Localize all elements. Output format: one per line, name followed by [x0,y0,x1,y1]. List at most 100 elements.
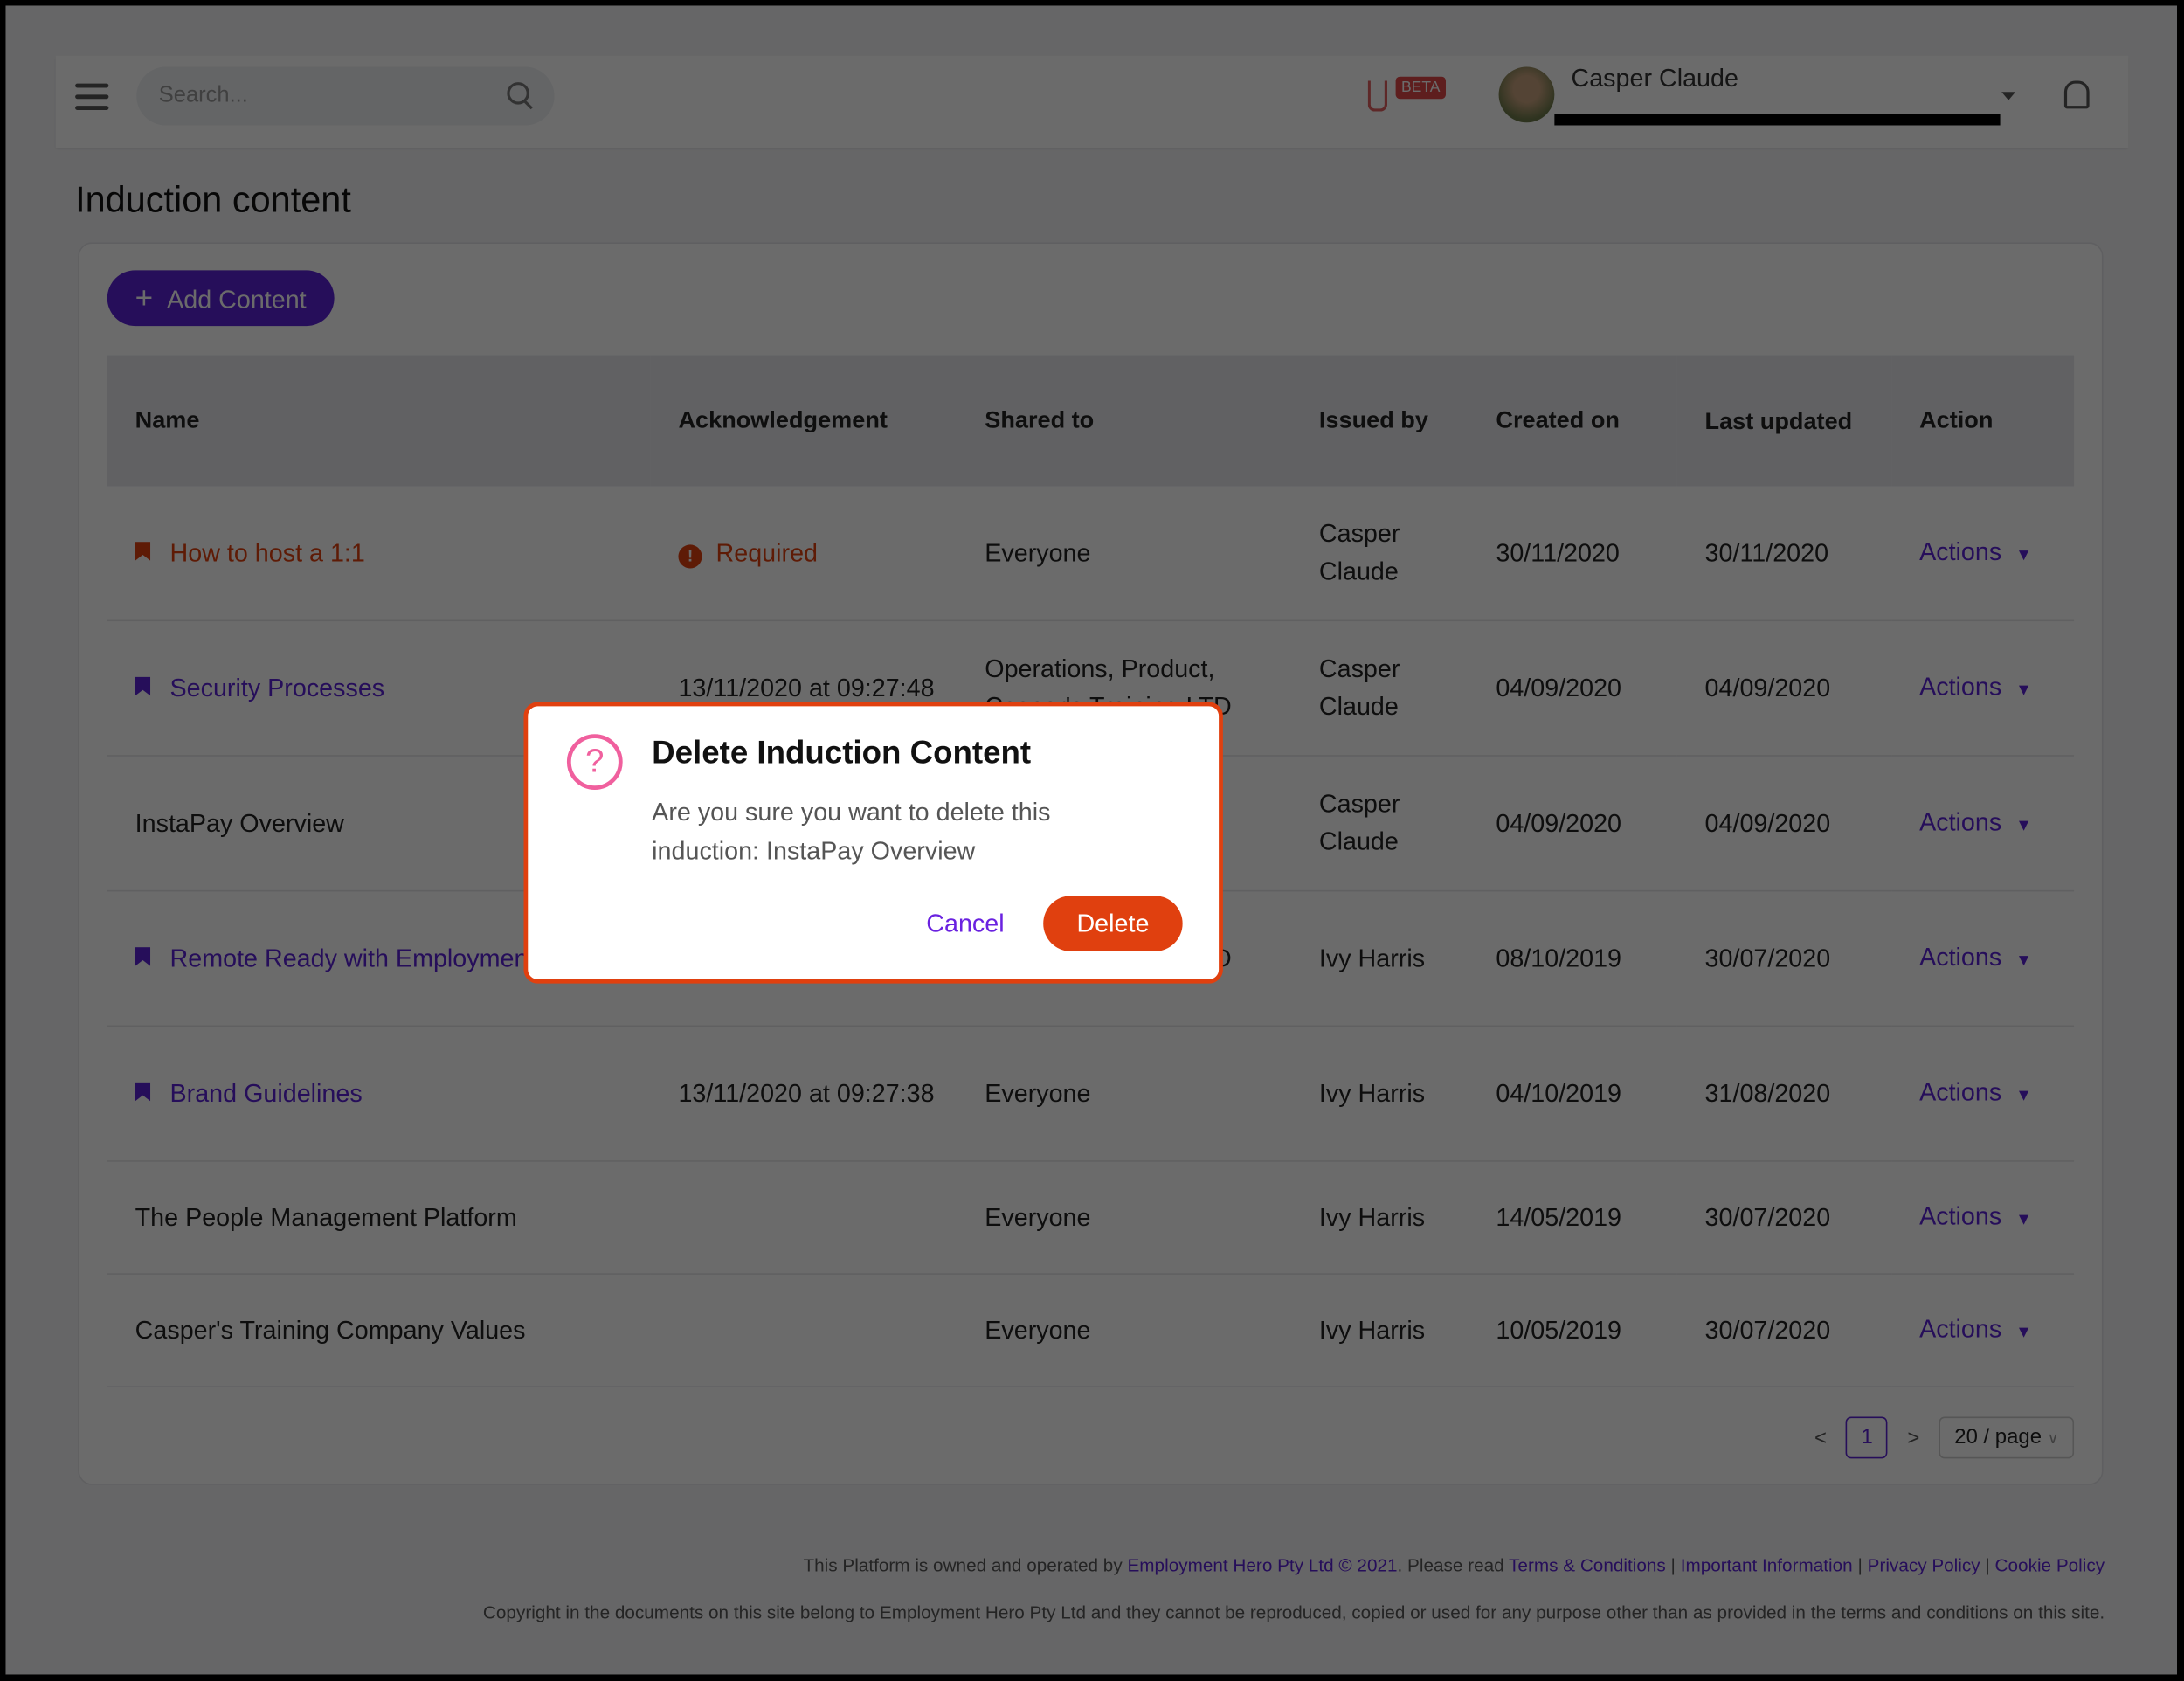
created-on: 04/09/2020 [1468,620,1677,757]
search-placeholder: Search... [158,83,248,107]
actions-label: Actions [1919,942,2002,971]
col-created[interactable]: Created on [1496,406,1620,433]
bookmark-icon [135,946,151,966]
issued-by: Casper Claude [1291,755,1469,892]
beta-badge: BETA [1395,76,1446,100]
actions-dropdown[interactable]: Actions ▼ [1891,755,2075,892]
actions-dropdown[interactable]: Actions ▼ [1891,890,2075,1027]
owner-link[interactable]: Employment Hero Pty Ltd © 2021 [1127,1554,1398,1576]
shared-to: Everyone [957,486,1292,622]
actions-label: Actions [1919,536,2002,565]
user-name[interactable]: Casper Claude [1571,64,1738,93]
issued-by: Ivy Harris [1291,890,1469,1027]
terms-link[interactable]: Terms & Conditions [1509,1554,1666,1576]
last-updated: 30/11/2020 [1676,486,1892,622]
hamburger-menu-icon[interactable] [75,83,109,112]
col-action: Action [1919,406,1994,433]
actions-dropdown[interactable]: Actions ▼ [1891,620,2075,757]
page-size-value: 20 / page [1954,1425,2042,1449]
shared-to: Everyone [957,1026,1292,1162]
caret-down-icon: ▼ [2015,679,2033,699]
name-cell: How to host a 1:1 [107,486,651,622]
caret-down-icon: ▼ [2015,1084,2033,1104]
last-updated: 04/09/2020 [1676,620,1892,757]
actions-dropdown[interactable]: Actions ▼ [1891,1274,2075,1388]
add-content-label: Add Content [167,285,307,314]
issued-by: Ivy Harris [1291,1026,1469,1162]
issued-by: Casper Claude [1291,486,1469,622]
table-row: How to host a 1:1 ! Required Everyone Cas… [107,486,2075,622]
cookie-link[interactable]: Cookie Policy [1994,1554,2105,1576]
delete-button[interactable]: Delete [1043,896,1183,951]
actions-label: Actions [1919,806,2002,835]
shared-to: Everyone [957,1274,1292,1388]
page-size-select[interactable]: 20 / page ∨ [1939,1416,2075,1459]
ack-date: 13/11/2020 at 09:27:48 [678,673,935,702]
actions-dropdown[interactable]: Actions ▼ [1891,1160,2075,1275]
table-row: Brand Guidelines 13/11/2020 at 09:27:38 … [107,1026,2075,1162]
dialog-message: Are you sure you want to delete this ind… [652,798,1051,866]
bell-icon[interactable] [2063,80,2090,109]
content-name-link[interactable]: How to host a 1:1 [169,538,365,567]
caret-down-icon: ▼ [2015,813,2033,834]
chevron-down-icon[interactable] [2001,92,2016,107]
prev-page-button[interactable]: < [1814,1425,1827,1449]
caret-down-icon: ▼ [2015,1208,2033,1228]
issued-by: Ivy Harris [1291,1160,1469,1275]
caret-down-icon: ▼ [2015,543,2033,564]
created-on: 04/09/2020 [1468,755,1677,892]
chevron-down-icon: ∨ [2047,1430,2059,1448]
actions-label: Actions [1919,1077,2002,1106]
search-icon[interactable] [507,82,529,105]
footer-ownership: This Platform is owned and operated by E… [803,1554,2105,1576]
table-header: Name Acknowledgement Shared to Issued by… [107,355,2075,487]
actions-dropdown[interactable]: Actions ▼ [1891,1026,2075,1162]
delete-dialog: ? Delete Induction Content Are you sure … [523,702,1223,984]
search-input[interactable]: Search... [136,66,555,126]
footer-text: This Platform is owned and operated by [803,1554,1128,1576]
col-shared[interactable]: Shared to [985,406,1095,433]
content-name-link[interactable]: Brand Guidelines [169,1078,363,1107]
cancel-button[interactable]: Cancel [926,910,1005,938]
footer-text: . Please read [1397,1554,1510,1576]
issued-by: Casper Claude [1291,620,1469,757]
last-updated: 30/07/2020 [1676,890,1892,1027]
ack-cell [650,1160,957,1275]
add-content-button[interactable]: + Add Content [107,270,335,327]
redacted-email [1554,114,2001,126]
shared-to: Everyone [957,1160,1292,1275]
last-updated: 30/07/2020 [1676,1160,1892,1275]
privacy-link[interactable]: Privacy Policy [1867,1554,1980,1576]
ack-cell: ! Required [650,486,957,622]
footer-copyright: Copyright in the documents on this site … [482,1601,2105,1623]
ack-required: Required [715,538,818,567]
next-page-button[interactable]: > [1907,1425,1920,1449]
last-updated: 31/08/2020 [1676,1026,1892,1162]
page-title: Induction content [75,178,351,220]
created-on: 30/11/2020 [1468,486,1677,622]
top-bar: Search... BETA Casper Claude [55,55,2129,149]
pagination: < 1 > 20 / page ∨ [1814,1416,2075,1459]
content-name-link[interactable]: Security Processes [169,673,385,702]
name-cell: The People Management Platform [107,1160,651,1275]
important-info-link[interactable]: Important Information [1680,1554,1853,1576]
col-issued[interactable]: Issued by [1318,406,1428,433]
col-name[interactable]: Name [135,406,200,433]
caret-down-icon: ▼ [2015,949,2033,969]
table-row: The People Management Platform Everyone … [107,1160,2075,1275]
plus-icon: + [135,280,154,315]
col-updated[interactable]: Last updated [1704,407,1853,434]
col-ack[interactable]: Acknowledgement [678,406,888,433]
avatar[interactable] [1498,66,1555,123]
last-updated: 04/09/2020 [1676,755,1892,892]
page-1-button[interactable]: 1 [1846,1416,1889,1459]
content-name: InstaPay Overview [135,808,344,837]
name-cell: Casper's Training Company Values [107,1274,651,1388]
bookmark-icon [135,676,151,696]
last-updated: 30/07/2020 [1676,1274,1892,1388]
actions-dropdown[interactable]: Actions ▼ [1891,486,2075,622]
question-icon: ? [566,734,623,791]
flask-icon[interactable] [1367,80,1388,112]
created-on: 14/05/2019 [1468,1160,1677,1275]
caret-down-icon: ▼ [2015,1321,2033,1341]
